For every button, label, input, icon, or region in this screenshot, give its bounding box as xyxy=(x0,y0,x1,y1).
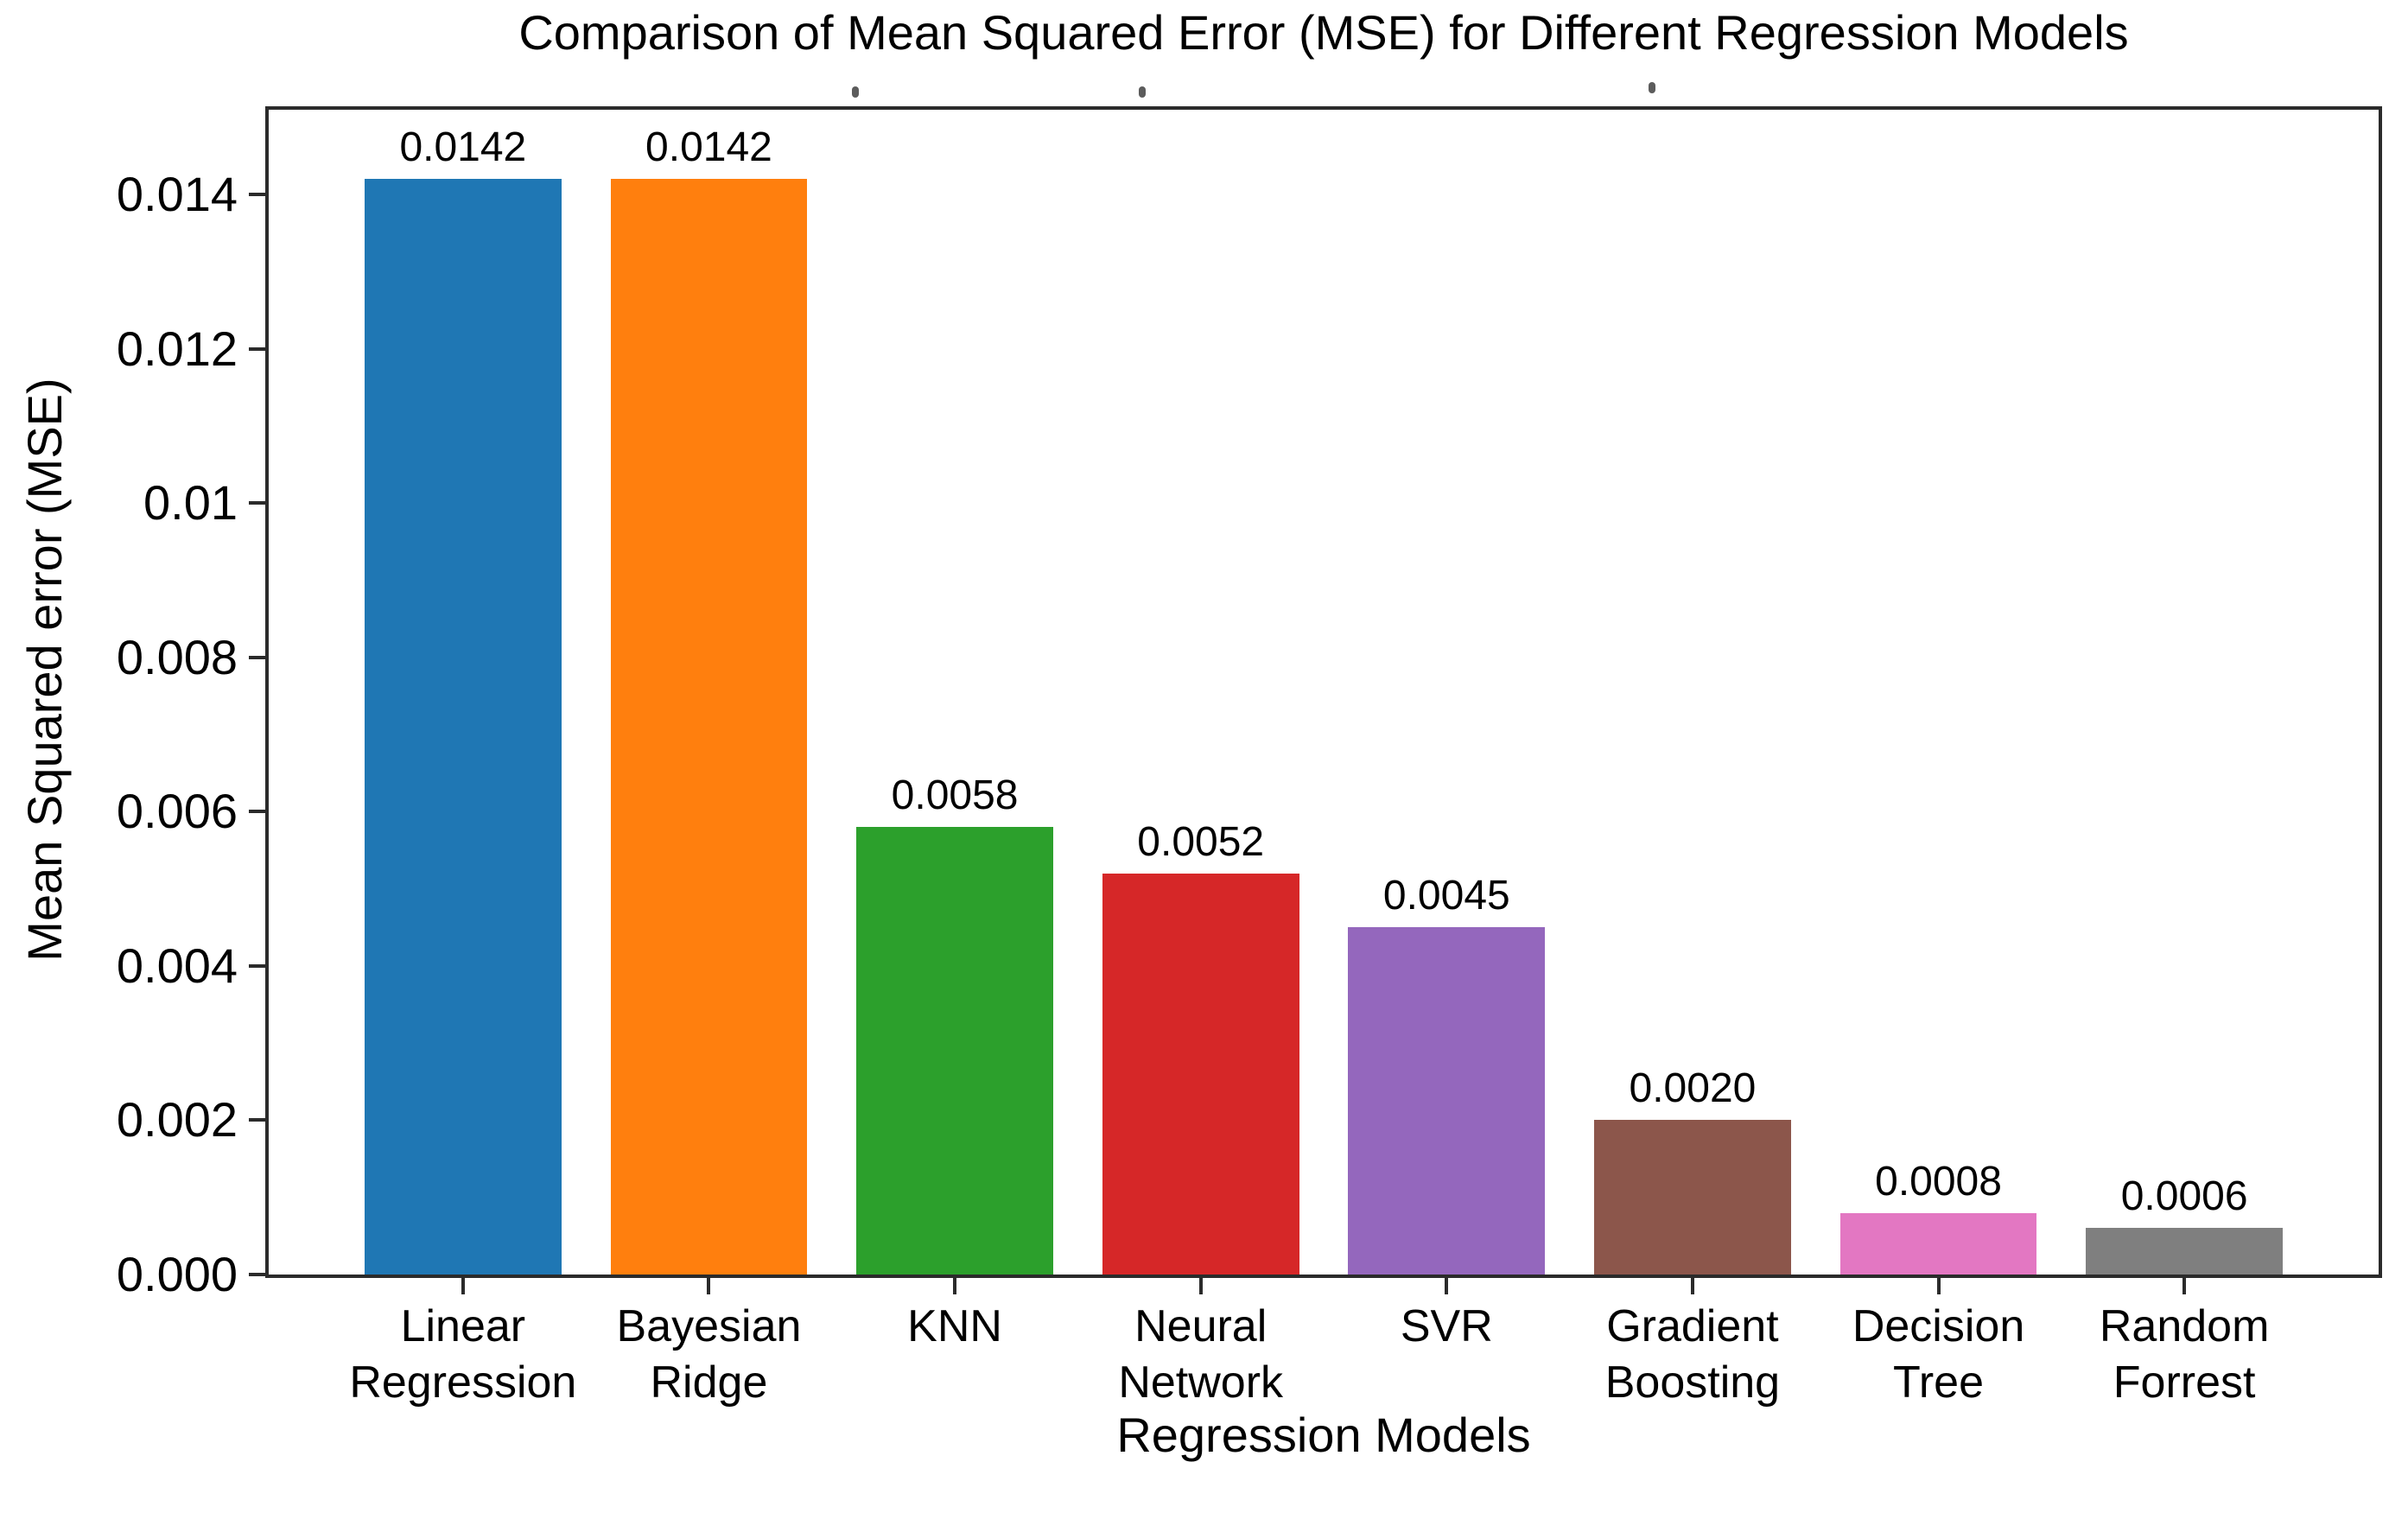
bar-value-decision-tree: 0.0008 xyxy=(1875,1158,2002,1205)
bar-value-bayesian-ridge: 0.0142 xyxy=(645,124,772,171)
y-tick-label: 0.002 xyxy=(116,1092,238,1147)
x-tick-mark xyxy=(1198,1278,1203,1294)
y-tick-label: 0.004 xyxy=(116,938,238,993)
y-tick-label: 0.01 xyxy=(143,475,238,531)
y-tick-label: 0.012 xyxy=(116,321,238,376)
bar-value-svr: 0.0045 xyxy=(1382,873,1510,919)
x-tick-label-svr: SVR xyxy=(1400,1301,1493,1351)
y-tick-label: 0.014 xyxy=(116,167,238,222)
plot-area: 0.000 0.002 0.004 0.006 0.008 0.01 0.012 0.014 0… xyxy=(117,106,2382,1408)
x-tick-mark xyxy=(1445,1278,1449,1294)
bar-bayesian-ridge xyxy=(610,179,808,1275)
bar-svr xyxy=(1348,927,1546,1275)
y-axis-label: Mean Squared error (MSE) xyxy=(17,378,72,962)
x-tick-mark xyxy=(1936,1278,1941,1294)
y-tick-mark xyxy=(249,810,265,814)
x-tick-label-linear-regression: Linear Regression xyxy=(349,1301,577,1408)
x-axis-label: Regression Models xyxy=(1116,1408,1531,1462)
y-tick-mark xyxy=(249,1118,265,1122)
x-tick-mark xyxy=(953,1278,957,1294)
y-tick-mark xyxy=(249,1273,265,1276)
clipped-text-artifact xyxy=(852,86,859,98)
clipped-text-artifact xyxy=(1139,86,1146,98)
bar-random-forrest xyxy=(2086,1228,2283,1275)
x-tick-label-neural-network: Neural Network xyxy=(1118,1301,1284,1408)
y-tick-mark xyxy=(249,193,265,197)
bar-value-random-forrest: 0.0006 xyxy=(2120,1173,2248,1220)
y-tick-mark xyxy=(249,963,265,968)
y-tick-mark xyxy=(249,655,265,659)
bar-value-gradient-boosting: 0.0020 xyxy=(1629,1065,1757,1112)
chart-title: Comparison of Mean Squared Error (MSE) f… xyxy=(518,5,2129,60)
y-tick-mark xyxy=(249,501,265,505)
bar-gradient-boosting xyxy=(1594,1120,1791,1275)
y-tick-label: 0.008 xyxy=(116,629,238,684)
x-tick-label-bayesian-ridge: Bayesian Ridge xyxy=(616,1301,802,1408)
y-tick-label: 0.000 xyxy=(116,1247,238,1301)
bar-value-knn: 0.0058 xyxy=(891,772,1019,819)
clipped-text-artifact xyxy=(1649,82,1655,93)
bar-decision-tree xyxy=(1839,1212,2037,1275)
bar-knn xyxy=(856,827,1053,1275)
x-tick-label-knn: KNN xyxy=(907,1301,1002,1351)
x-tick-label-decision-tree: Decision Tree xyxy=(1852,1301,2025,1408)
bar-linear-regression xyxy=(365,179,562,1275)
x-tick-label-random-forrest: Random Forrest xyxy=(2099,1301,2270,1408)
x-tick-mark xyxy=(1690,1278,1694,1294)
y-tick-label: 0.006 xyxy=(116,784,238,839)
bar-value-linear-regression: 0.0142 xyxy=(399,124,527,171)
x-tick-label-gradient-boosting: Gradient Boosting xyxy=(1604,1301,1781,1408)
x-tick-mark xyxy=(2182,1278,2187,1294)
y-tick-mark xyxy=(249,346,265,351)
bar-neural-network xyxy=(1102,873,1299,1275)
x-tick-mark xyxy=(461,1278,465,1294)
x-tick-mark xyxy=(707,1278,711,1294)
bar-value-neural-network: 0.0052 xyxy=(1137,818,1265,865)
